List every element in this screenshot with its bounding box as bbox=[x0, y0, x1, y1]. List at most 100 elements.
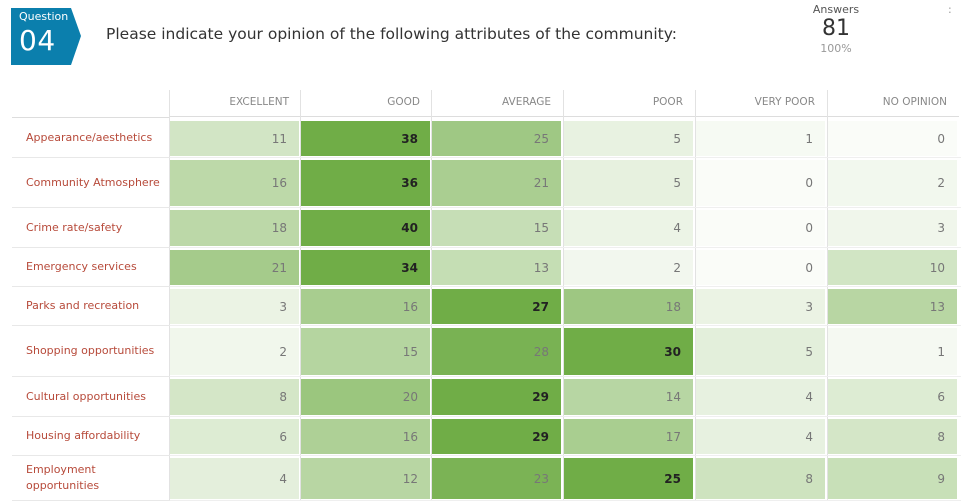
column-divider bbox=[827, 90, 828, 501]
table-cell: 0 bbox=[696, 250, 825, 285]
row-divider bbox=[170, 416, 961, 417]
table-row: Crime rate/safety 18 40 15 4 0 3 bbox=[12, 208, 961, 248]
table-cell: 4 bbox=[170, 458, 299, 499]
table-row: Appearance/aesthetics 11 38 25 5 1 0 bbox=[12, 119, 961, 158]
row-divider bbox=[170, 207, 961, 208]
table-cell: 21 bbox=[432, 160, 561, 206]
table-cell: 2 bbox=[170, 328, 299, 375]
column-header: NO OPINION bbox=[828, 90, 959, 117]
table-cell: 4 bbox=[564, 210, 693, 246]
table-cell: 16 bbox=[170, 160, 299, 206]
question-badge: Question 04 bbox=[11, 8, 81, 65]
table-cell: 15 bbox=[301, 328, 430, 375]
table-row: Employment opportunities 4 12 23 25 8 9 bbox=[12, 456, 961, 501]
row-label: Cultural opportunities bbox=[12, 377, 170, 417]
row-label: Employment opportunities bbox=[12, 456, 170, 501]
question-badge-shape bbox=[11, 8, 81, 65]
table-cell: 8 bbox=[170, 379, 299, 415]
column-header: GOOD bbox=[301, 90, 432, 117]
row-label: Emergency services bbox=[12, 248, 170, 287]
table-cell: 10 bbox=[828, 250, 957, 285]
table-cell: 21 bbox=[170, 250, 299, 285]
table-cell: 15 bbox=[432, 210, 561, 246]
table-cell: 2 bbox=[828, 160, 957, 206]
table-cell: 0 bbox=[696, 210, 825, 246]
answers-percent: 100% bbox=[820, 42, 852, 55]
table-row: Shopping opportunities 2 15 28 30 5 1 bbox=[12, 326, 961, 377]
question-label: Question bbox=[19, 10, 69, 23]
row-divider bbox=[170, 325, 961, 326]
table-cell: 13 bbox=[432, 250, 561, 285]
row-label: Crime rate/safety bbox=[12, 208, 170, 248]
table-cell: 4 bbox=[696, 379, 825, 415]
table-cell: 34 bbox=[301, 250, 430, 285]
table-cell: 28 bbox=[432, 328, 561, 375]
table-cell: 16 bbox=[301, 289, 430, 324]
row-divider bbox=[170, 247, 961, 248]
answers-count: 81 bbox=[822, 16, 850, 41]
table-cell: 1 bbox=[828, 328, 957, 375]
row-divider bbox=[170, 455, 961, 456]
row-divider bbox=[170, 376, 961, 377]
table-cell: 8 bbox=[828, 419, 957, 454]
table-cell: 5 bbox=[696, 328, 825, 375]
table-cell: 18 bbox=[170, 210, 299, 246]
table-cell: 3 bbox=[696, 289, 825, 324]
table-cell: 11 bbox=[170, 121, 299, 156]
row-label: Community Atmosphere bbox=[12, 158, 170, 208]
table-row: Emergency services 21 34 13 2 0 10 bbox=[12, 248, 961, 287]
table-cell: 40 bbox=[301, 210, 430, 246]
table-cell: 38 bbox=[301, 121, 430, 156]
table-cell: 25 bbox=[564, 458, 693, 499]
table-cell: 0 bbox=[696, 160, 825, 206]
table-cell: 0 bbox=[828, 121, 957, 156]
table-row: Housing affordability 6 16 29 17 4 8 bbox=[12, 417, 961, 456]
table-cell: 25 bbox=[432, 121, 561, 156]
table-cell: 6 bbox=[828, 379, 957, 415]
table-cell: 23 bbox=[432, 458, 561, 499]
table-cell: 13 bbox=[828, 289, 957, 324]
table-cell: 12 bbox=[301, 458, 430, 499]
table-cell: 36 bbox=[301, 160, 430, 206]
column-divider bbox=[563, 90, 564, 501]
table-cell: 8 bbox=[696, 458, 825, 499]
table-cell: 5 bbox=[564, 160, 693, 206]
column-divider bbox=[169, 90, 170, 501]
column-header: VERY POOR bbox=[696, 90, 827, 117]
column-header: POOR bbox=[564, 90, 695, 117]
column-header: AVERAGE bbox=[432, 90, 563, 117]
row-label: Appearance/aesthetics bbox=[12, 119, 170, 158]
column-divider bbox=[431, 90, 432, 501]
table-cell: 17 bbox=[564, 419, 693, 454]
table-cell: 6 bbox=[170, 419, 299, 454]
table-row: Community Atmosphere 16 36 21 5 0 2 bbox=[12, 158, 961, 208]
table-cell: 18 bbox=[564, 289, 693, 324]
row-divider bbox=[170, 157, 961, 158]
table-cell: 2 bbox=[564, 250, 693, 285]
table-cell: 14 bbox=[564, 379, 693, 415]
table-cell: 5 bbox=[564, 121, 693, 156]
table-row: Parks and recreation 3 16 27 18 3 13 bbox=[12, 287, 961, 326]
question-number: 04 bbox=[19, 24, 56, 57]
row-divider bbox=[170, 286, 961, 287]
table-cell: 1 bbox=[696, 121, 825, 156]
column-divider bbox=[695, 90, 696, 501]
table-cell: 9 bbox=[828, 458, 957, 499]
table-cell: 4 bbox=[696, 419, 825, 454]
table-cell: 29 bbox=[432, 419, 561, 454]
row-label: Housing affordability bbox=[12, 417, 170, 456]
table-cell: 3 bbox=[828, 210, 957, 246]
answers-summary: Answers 81 100% bbox=[800, 3, 872, 55]
more-dot: : bbox=[948, 3, 952, 16]
row-label: Parks and recreation bbox=[12, 287, 170, 326]
table-row: Cultural opportunities 8 20 29 14 4 6 bbox=[12, 377, 961, 417]
table-cell: 27 bbox=[432, 289, 561, 324]
row-divider bbox=[170, 500, 961, 501]
column-divider bbox=[300, 90, 301, 501]
answers-label: Answers bbox=[812, 3, 860, 16]
question-title: Please indicate your opinion of the foll… bbox=[106, 25, 678, 43]
row-label: Shopping opportunities bbox=[12, 326, 170, 377]
table-cell: 30 bbox=[564, 328, 693, 375]
table-cell: 29 bbox=[432, 379, 561, 415]
table-cell: 16 bbox=[301, 419, 430, 454]
